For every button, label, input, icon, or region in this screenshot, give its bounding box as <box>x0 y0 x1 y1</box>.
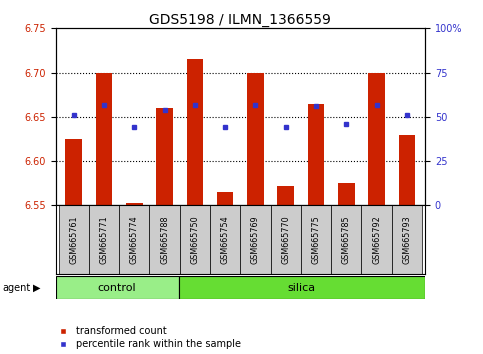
Text: GSM665770: GSM665770 <box>281 216 290 264</box>
Bar <box>156 108 173 205</box>
Text: GSM665761: GSM665761 <box>69 216 78 264</box>
Legend: transformed count, percentile rank within the sample: transformed count, percentile rank withi… <box>53 326 241 349</box>
Bar <box>96 73 113 205</box>
Bar <box>119 205 149 274</box>
Text: GSM665754: GSM665754 <box>221 216 229 264</box>
Bar <box>179 276 425 299</box>
Bar <box>247 73 264 205</box>
Text: GSM665785: GSM665785 <box>342 216 351 264</box>
Bar <box>210 205 241 274</box>
Text: GSM665792: GSM665792 <box>372 216 381 264</box>
Bar <box>58 205 89 274</box>
Text: control: control <box>98 282 136 293</box>
Bar <box>126 202 142 205</box>
Bar <box>65 139 82 205</box>
Bar <box>301 205 331 274</box>
Bar <box>89 205 119 274</box>
Text: GSM665775: GSM665775 <box>312 216 321 264</box>
Bar <box>308 103 325 205</box>
Text: ▶: ▶ <box>33 282 41 293</box>
Bar <box>277 186 294 205</box>
Bar <box>149 205 180 274</box>
Text: GSM665750: GSM665750 <box>190 216 199 264</box>
Bar <box>186 59 203 205</box>
Bar <box>56 276 179 299</box>
Text: GSM665771: GSM665771 <box>99 216 109 264</box>
Bar <box>398 135 415 205</box>
Text: GSM665793: GSM665793 <box>402 216 412 264</box>
Text: GSM665769: GSM665769 <box>251 216 260 264</box>
Title: GDS5198 / ILMN_1366559: GDS5198 / ILMN_1366559 <box>149 13 331 27</box>
Text: silica: silica <box>288 282 316 293</box>
Bar <box>180 205 210 274</box>
Bar <box>270 205 301 274</box>
Bar <box>331 205 361 274</box>
Bar <box>241 205 270 274</box>
Bar <box>392 205 422 274</box>
Text: GSM665788: GSM665788 <box>160 216 169 264</box>
Bar <box>217 192 233 205</box>
Text: agent: agent <box>2 282 30 293</box>
Text: GSM665774: GSM665774 <box>130 216 139 264</box>
Bar <box>368 73 385 205</box>
Bar <box>361 205 392 274</box>
Bar <box>338 183 355 205</box>
